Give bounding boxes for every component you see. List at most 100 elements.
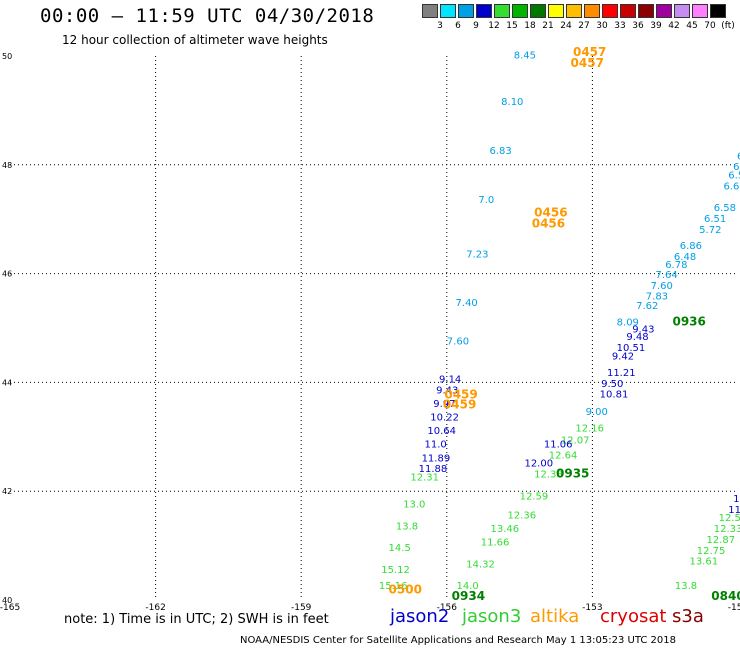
- color-scale-label: 9: [473, 21, 479, 31]
- wave-height-value: 13.61: [689, 557, 718, 568]
- color-scale-label: 36: [632, 21, 644, 31]
- chart-title: 00:00 – 11:59 UTC 04/30/2018: [40, 5, 375, 27]
- color-swatch: [548, 4, 564, 18]
- satellite-s3a-label: s3a: [672, 606, 704, 627]
- wave-height-value: 9.43: [436, 385, 458, 396]
- color-scale-label: 42: [668, 21, 680, 31]
- wave-height-value: 6.58: [714, 203, 736, 214]
- color-swatch: [674, 4, 690, 18]
- wave-height-value: 9.43: [632, 324, 654, 335]
- wave-height-value: 11.9: [733, 494, 740, 505]
- wave-height-value: 7.40: [456, 298, 478, 309]
- grid-lines: [10, 56, 738, 600]
- time-label: 0936: [672, 314, 705, 328]
- color-swatch: [656, 4, 672, 18]
- wave-height-value: 7.64: [655, 270, 677, 281]
- wave-height-value: 13.8: [675, 581, 697, 592]
- data-marks: 11.8811.8911.010.6410.229.979.439.1410.8…: [379, 45, 740, 603]
- x-tick-label: -159: [291, 603, 312, 613]
- wave-height-value: 14.5: [389, 543, 411, 554]
- time-label: 0934: [452, 589, 485, 603]
- y-tick-label: 50: [2, 52, 12, 61]
- y-tick-label: 44: [2, 378, 12, 387]
- x-tick-label: -153: [582, 603, 602, 613]
- color-scale-label: 30: [596, 21, 608, 31]
- color-scale-label: 15: [506, 21, 518, 31]
- wave-height-value: 12.54: [719, 513, 740, 524]
- wave-height-value: 7.83: [646, 292, 668, 303]
- wave-height-value: 13.8: [396, 521, 418, 532]
- wave-height-value: 15.12: [381, 565, 410, 576]
- x-tick-label: -156: [437, 603, 458, 613]
- wave-height-value: 13.46: [490, 524, 519, 535]
- note-text: note: 1) Time is in UTC; 2) SWH is in fe…: [64, 612, 329, 627]
- wave-height-value: 11.0: [424, 440, 446, 451]
- wave-height-value: 11.89: [422, 453, 451, 464]
- time-label: 0456: [534, 205, 567, 219]
- wave-height-value: 9.97: [433, 399, 455, 410]
- wave-height-value: 13.0: [403, 500, 425, 511]
- x-tick-label: -150: [728, 603, 740, 613]
- color-scale-label: 18: [524, 21, 536, 31]
- wave-height-value: 9.48: [626, 332, 648, 343]
- color-swatch: [710, 4, 726, 18]
- y-tick-label: 46: [2, 270, 12, 279]
- wave-height-value: 8.45: [514, 51, 536, 62]
- x-tick-label: -162: [145, 603, 165, 613]
- color-scale-label: (ft): [721, 21, 735, 31]
- color-scale-label: 24: [560, 21, 572, 31]
- y-tick-label: 42: [2, 487, 12, 496]
- satellite-jason2-label: jason2: [390, 606, 450, 627]
- y-tick-label: 40: [2, 596, 12, 605]
- wave-height-value: 10.22: [430, 412, 459, 423]
- wave-height-value: 7.62: [636, 301, 658, 312]
- color-swatch: [620, 4, 636, 18]
- color-swatch: [602, 4, 618, 18]
- wave-height-value: 11.88: [419, 464, 448, 475]
- wave-height-value: 7.0: [478, 195, 494, 206]
- time-label: 0457: [571, 56, 604, 70]
- color-scale-label: 27: [578, 21, 590, 31]
- time-label: 0500: [389, 582, 422, 596]
- time-label: 0459: [443, 398, 476, 412]
- wave-height-value: 8.10: [501, 97, 523, 108]
- wave-height-value: 12.36: [507, 510, 536, 521]
- wave-height-value: 10.64: [427, 426, 456, 437]
- wave-height-value: 6.78: [665, 260, 687, 271]
- wave-height-value: 7.23: [466, 249, 488, 260]
- chart-subtitle: 12 hour collection of altimeter wave hei…: [62, 33, 328, 47]
- color-scale-label: 39: [650, 21, 662, 31]
- time-label: 0935: [556, 467, 589, 481]
- wave-height-value: 8.09: [617, 317, 639, 328]
- wave-height-value: 15.16: [379, 581, 408, 592]
- footer-credit: NOAA/NESDIS Center for Satellite Applica…: [240, 635, 676, 646]
- wave-height-value: 12.31: [410, 472, 439, 483]
- wave-height-value: 12.87: [706, 535, 735, 546]
- color-scale-label: 6: [455, 21, 461, 31]
- wave-height-value: 14.32: [466, 559, 495, 570]
- wave-height-value: 6.51: [704, 214, 726, 225]
- wave-height-value: 6.57: [728, 170, 740, 181]
- axis-ticks: -165 -162 -159 -156 -153 -150 40 42 44 46 48 50: [0, 52, 740, 613]
- wave-height-value: 11.21: [607, 368, 636, 379]
- wave-height-value: 10.51: [617, 343, 646, 354]
- color-swatch: [566, 4, 582, 18]
- wave-height-value: 12.33: [714, 524, 740, 535]
- color-swatch: [476, 4, 492, 18]
- color-scale-label: 12: [488, 21, 500, 31]
- time-label: 0457: [573, 45, 606, 59]
- color-swatch: [512, 4, 528, 18]
- wave-height-value: 10.81: [600, 390, 629, 401]
- satellite-altika-label: altika: [530, 606, 580, 627]
- wave-height-value: 12.64: [549, 451, 578, 462]
- x-tick-label: -165: [0, 603, 20, 613]
- wave-height-value: 5.72: [699, 225, 721, 236]
- wave-height-value: 12.16: [575, 423, 604, 434]
- color-scale-label: 21: [542, 21, 554, 31]
- wave-height-value: 6.83: [490, 146, 512, 157]
- time-label: 0840: [711, 589, 740, 603]
- color-swatch: [692, 4, 708, 18]
- wave-height-value: 9.00: [586, 407, 608, 418]
- time-label: 0456: [532, 216, 565, 230]
